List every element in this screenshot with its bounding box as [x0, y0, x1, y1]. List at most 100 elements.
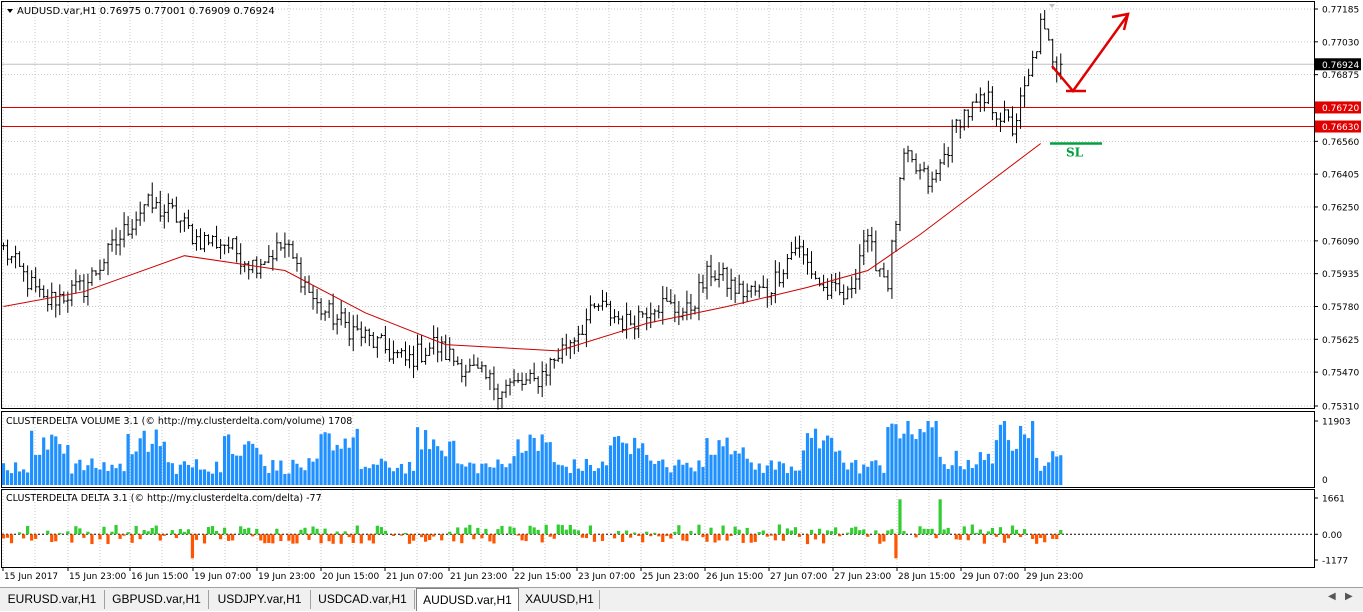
- tab-xauusd[interactable]: XAUUSD,H1: [520, 590, 600, 609]
- scroll-right-icon[interactable]: ▶: [1345, 591, 1353, 602]
- delta-bar: [210, 526, 215, 535]
- volume-bar: [239, 455, 243, 485]
- volume-bar: [520, 452, 524, 485]
- delta-bar: [677, 525, 681, 535]
- volume-bar: [826, 435, 830, 485]
- volume-bar: [769, 460, 773, 485]
- volume-bar: [858, 473, 862, 485]
- time-tick-label: 21 Jun 23:00: [450, 572, 507, 582]
- time-tick-label: 27 Jun 07:00: [770, 572, 827, 582]
- tab-gbpusd[interactable]: GBPUSD.var,H1: [105, 590, 209, 609]
- delta-bar: [789, 530, 794, 535]
- delta-bar: [9, 534, 14, 544]
- volume-bar: [753, 469, 757, 485]
- volume-bar: [379, 458, 383, 485]
- delta-bar: [689, 530, 693, 535]
- time-tick-label: 15 Jun 2017: [4, 572, 58, 582]
- delta-bar: [548, 534, 552, 537]
- delta-bar: [218, 534, 223, 540]
- volume-bar: [902, 433, 906, 485]
- volume-bar: [850, 462, 854, 485]
- volume-bar: [954, 450, 958, 485]
- chart-area[interactable]: 0.76924 0.76720 0.76630 11903 0 1661 0.00 -11…: [0, 0, 1363, 587]
- delta-bar: [733, 526, 737, 535]
- delta-bar: [902, 531, 906, 535]
- delta-bar: [986, 531, 990, 535]
- delta-bar: [817, 528, 822, 535]
- delta-bar: [709, 527, 713, 535]
- delta-bar: [532, 527, 536, 535]
- volume-bar: [729, 454, 733, 485]
- delta-bar: [564, 529, 568, 535]
- delta-bar: [508, 526, 512, 535]
- volume-bar: [966, 459, 970, 485]
- delta-bar: [886, 530, 890, 535]
- volume-bar: [737, 453, 741, 485]
- horizontal-levels[interactable]: 0.76924 0.76720 0.76630: [2, 58, 1361, 133]
- price-axis[interactable]: 0.77185 0.77030 0.76875 0.76560 0.76405 0.762…: [1314, 6, 1359, 413]
- volume-bar: [942, 464, 946, 485]
- delta-bar: [403, 532, 408, 535]
- delta-bar: [239, 526, 243, 535]
- main-header: AUDUSD.var,H1 0.76975 0.77001 0.76909 0.…: [17, 6, 275, 17]
- volume-bar: [721, 446, 725, 485]
- delta-tick-label: 0.00: [1322, 531, 1342, 541]
- delta-bar: [496, 529, 500, 535]
- volume-bar: [777, 461, 781, 485]
- delta-bar: [355, 525, 359, 535]
- delta-bar: [536, 529, 540, 535]
- volume-bar: [854, 460, 858, 485]
- price-tick-label: 0.76405: [1322, 171, 1359, 181]
- volume-bar: [785, 473, 789, 485]
- time-tick-label: 26 Jun 15:00: [706, 572, 763, 582]
- delta-bar: [456, 527, 460, 535]
- tab-usdcad[interactable]: USDCAD.var,H1: [311, 590, 415, 609]
- delta-bar: [946, 527, 950, 535]
- delta-bar: [271, 534, 275, 544]
- delta-bar: [134, 525, 138, 535]
- delta-bar: [568, 524, 572, 535]
- delta-bar: [1014, 529, 1019, 535]
- volume-bar: [114, 468, 118, 485]
- volume-bar: [251, 443, 255, 485]
- volume-bar: [472, 463, 476, 485]
- volume-bar: [524, 450, 528, 485]
- delta-bar: [661, 534, 665, 543]
- time-tick-label: 22 Jun 15:00: [514, 572, 571, 582]
- volume-bar: [596, 468, 601, 485]
- volume-bar: [243, 444, 247, 485]
- volume-bar: [1059, 455, 1063, 485]
- delta-bar: [966, 534, 970, 541]
- delta-bar: [826, 530, 830, 535]
- delta-bar: [958, 534, 962, 540]
- volume-bar: [661, 459, 665, 485]
- delta-bar: [1022, 529, 1027, 535]
- volume-bar: [186, 464, 191, 485]
- volume-bar: [1010, 450, 1015, 485]
- scroll-left-icon[interactable]: ◀: [1328, 591, 1336, 602]
- volume-bar: [689, 467, 693, 485]
- delta-bar: [154, 525, 158, 535]
- volume-bar: [894, 424, 898, 485]
- tab-usdjpy[interactable]: USDJPY.var,H1: [209, 590, 311, 609]
- volume-bar: [532, 437, 536, 485]
- delta-bar: [685, 534, 689, 542]
- volume-bar: [178, 464, 182, 485]
- volume-bar: [323, 432, 327, 485]
- volume-bar: [78, 459, 82, 485]
- tab-audusd[interactable]: AUDUSD.var,H1: [416, 588, 519, 611]
- delta-bar: [846, 532, 850, 535]
- delta-bar: [540, 534, 544, 543]
- volume-bar: [415, 427, 420, 485]
- delta-bar: [263, 534, 267, 544]
- stop-loss-label: SL: [1066, 145, 1084, 159]
- delta-bar: [1035, 534, 1039, 544]
- volume-bar: [1027, 438, 1031, 485]
- tab-eurusd[interactable]: EURUSD.var,H1: [0, 590, 105, 609]
- drawing-objects[interactable]: SL: [1049, 4, 1130, 159]
- delta-bar: [1043, 534, 1047, 543]
- triangle-down-icon[interactable]: [7, 9, 13, 13]
- delta-bar: [629, 534, 633, 538]
- time-axis[interactable]: 15 Jun 2017 15 Jun 23:00 16 Jun 15:00 19 Ju…: [2, 567, 1083, 582]
- candles: [1, 10, 1063, 410]
